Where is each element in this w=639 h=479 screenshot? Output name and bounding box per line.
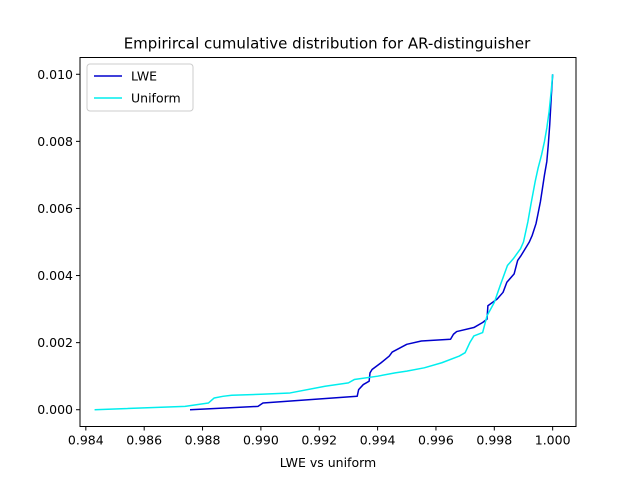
y-tick-label: 0.002 [37, 335, 73, 350]
x-tick-label: 1.000 [535, 433, 571, 448]
x-tick-label: 0.994 [360, 433, 396, 448]
x-axis-label: LWE vs uniform [280, 455, 376, 470]
x-tick-label: 0.998 [476, 433, 512, 448]
y-axis: 0.000 0.002 0.004 0.006 0.008 0.010 [37, 67, 80, 417]
plot-area [94, 74, 554, 411]
legend: LWE Uniform [86, 63, 194, 112]
x-tick-label: 0.988 [185, 433, 221, 448]
x-tick-label: 0.986 [126, 433, 162, 448]
y-tick-label: 0.010 [37, 67, 73, 82]
x-tick-label: 0.990 [243, 433, 279, 448]
legend-label-uniform: Uniform [131, 91, 181, 106]
y-tick-label: 0.000 [37, 402, 73, 417]
x-tick-label: 0.992 [301, 433, 337, 448]
series-line-lwe [189, 74, 554, 411]
x-axis: 0.984 0.986 0.988 0.990 0.992 0.994 0.996 0.998… [68, 426, 571, 448]
y-tick-label: 0.006 [37, 201, 73, 216]
y-tick-label: 0.008 [37, 134, 73, 149]
legend-label-lwe: LWE [131, 69, 157, 84]
y-tick-label: 0.004 [37, 268, 73, 283]
x-tick-label: 0.996 [418, 433, 454, 448]
chart-title: Empirircal cumulative distribution for A… [124, 35, 531, 53]
series-line-uniform [94, 74, 554, 411]
axes-frame [79, 57, 577, 427]
x-tick-label: 0.984 [68, 433, 104, 448]
